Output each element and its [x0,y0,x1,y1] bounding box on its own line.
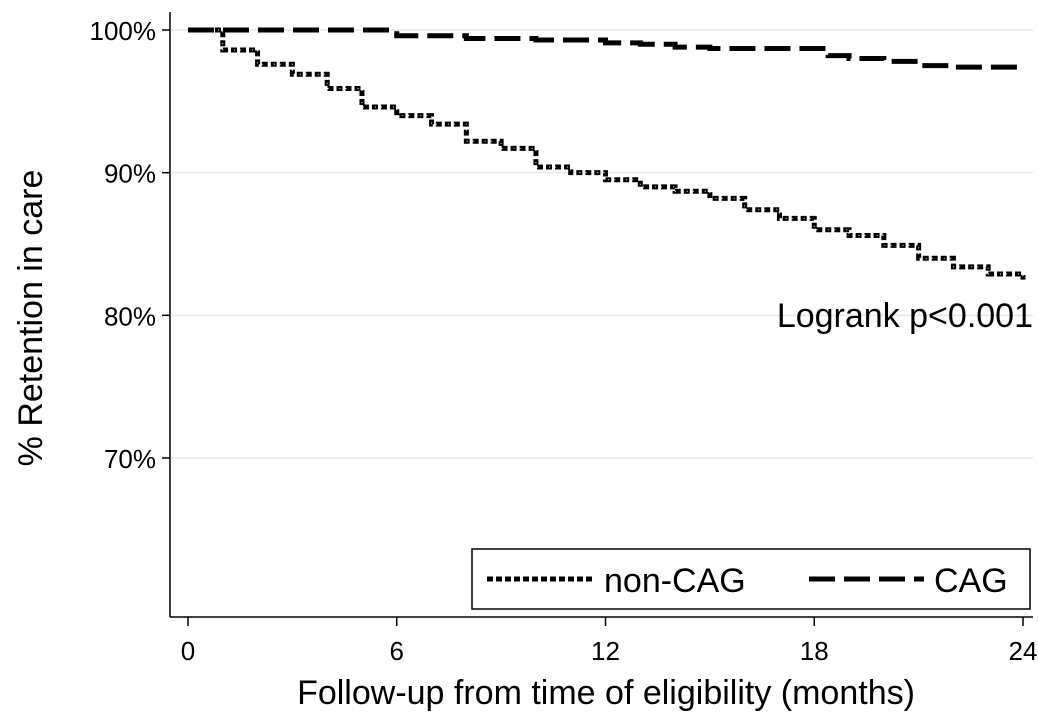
y-axis-title: % Retention in care [12,170,50,467]
x-axis-title: Follow-up from time of eligibility (mont… [297,674,915,712]
axes [169,12,1033,618]
y-tick-label: 70% [104,444,156,474]
legend-label-cag: CAG [934,562,1008,600]
legend: non-CAG CAG [471,548,1031,610]
x-tick-label: 0 [181,636,195,666]
y-ticks: 70% 80% 90% 100% [90,16,170,474]
x-tick-label: 12 [591,636,620,666]
legend-label-non-cag: non-CAG [604,562,746,600]
x-ticks: 0 6 12 18 24 [181,617,1038,666]
series [188,27,1026,280]
y-tick-label: 90% [104,159,156,189]
legend-box [471,548,1031,610]
x-tick-label: 6 [390,636,404,666]
x-tick-label: 24 [1009,636,1038,666]
y-tick-label: 80% [104,301,156,331]
series-line-cag [188,27,1023,70]
logrank-annotation: Logrank p<0.001 [777,297,1033,335]
x-tick-label: 18 [800,636,829,666]
series-line-non-cag [188,27,1026,280]
y-tick-label: 100% [90,16,157,46]
